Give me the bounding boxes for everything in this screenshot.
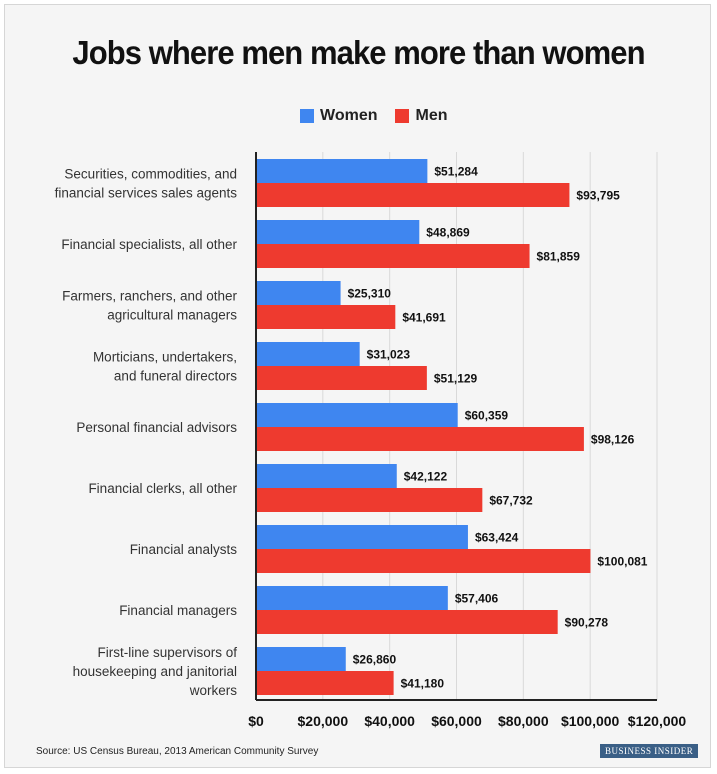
legend-swatch-women [300, 109, 314, 123]
data-label-men: $41,691 [402, 311, 446, 325]
data-label-men: $67,732 [489, 494, 533, 508]
bar-men [256, 610, 558, 634]
bar-women [256, 220, 420, 244]
bar-women [256, 464, 397, 488]
bar-women [256, 281, 341, 305]
data-label-women: $60,359 [465, 409, 509, 423]
data-label-women: $48,869 [426, 226, 470, 240]
legend-swatch-men [395, 109, 410, 123]
bar-women [256, 342, 360, 366]
x-tick-label: $0 [248, 713, 264, 729]
data-label-men: $93,795 [576, 189, 620, 203]
category-label: First-line supervisors of housekeeping an… [73, 645, 238, 698]
bar-women [256, 403, 458, 427]
bar-men [256, 183, 570, 207]
x-tick-label: $60,000 [431, 713, 482, 729]
x-tick-label: $80,000 [498, 713, 549, 729]
bar-men [256, 671, 394, 695]
data-label-men: $98,126 [591, 433, 635, 447]
data-label-men: $90,278 [565, 616, 609, 630]
brand-logo: BUSINESS INSIDER [600, 744, 699, 758]
x-tick-label: $40,000 [364, 713, 415, 729]
data-label-women: $26,860 [353, 653, 397, 667]
x-tick-label: $120,000 [628, 713, 687, 729]
bar-women [256, 586, 448, 610]
data-label-men: $41,180 [401, 677, 445, 691]
data-label-men: $81,859 [537, 250, 581, 264]
source-note: Source: US Census Bureau, 2013 American … [36, 746, 319, 757]
category-label: Personal financial advisors [76, 420, 237, 435]
category-label: Securities, commodities, and financial se… [55, 167, 238, 201]
legend-item-women: Women [300, 107, 377, 125]
legend-item-men: Men [395, 107, 447, 125]
category-label: Financial clerks, all other [88, 481, 237, 496]
bar-women [256, 159, 428, 183]
data-label-women: $63,424 [475, 531, 519, 545]
chart-title: Jobs where men make more than women [72, 34, 645, 71]
bar-men [256, 427, 584, 451]
category-label: Financial specialists, all other [61, 237, 237, 252]
category-label: Morticians, undertakers, and funeral dire… [93, 350, 237, 384]
data-label-women: $57,406 [455, 592, 499, 606]
bar-men [256, 366, 427, 390]
category-label: Farmers, ranchers, and other agricultural… [62, 289, 237, 323]
bar-men [256, 244, 530, 268]
bar-men [256, 305, 396, 329]
legend: Women Men [300, 107, 447, 125]
category-label: Financial managers [119, 603, 237, 618]
bar-women [256, 525, 468, 549]
data-label-women: $31,023 [367, 348, 411, 362]
data-label-men: $100,081 [597, 555, 647, 569]
bar-women [256, 647, 346, 671]
x-tick-label: $100,000 [561, 713, 620, 729]
legend-label-women: Women [320, 107, 378, 124]
category-label: Financial analysts [130, 542, 238, 557]
x-tick-label: $20,000 [298, 713, 349, 729]
data-label-women: $51,284 [434, 165, 478, 179]
legend-label-men: Men [415, 107, 448, 124]
data-label-women: $25,310 [348, 287, 392, 301]
bar-men [256, 488, 483, 512]
data-label-women: $42,122 [404, 470, 448, 484]
data-label-men: $51,129 [434, 372, 478, 386]
bar-men [256, 549, 591, 573]
